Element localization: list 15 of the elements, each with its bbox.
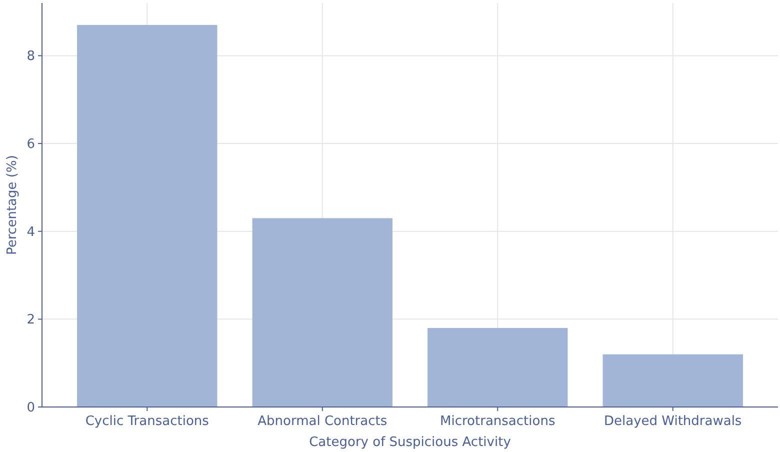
x-tick-label: Delayed Withdrawals (604, 414, 742, 429)
bar (77, 24, 218, 407)
x-tick-label: Abnormal Contracts (258, 414, 388, 429)
x-tick-label: Microtransactions (440, 414, 556, 429)
y-tick-label: 8 (26, 49, 35, 64)
y-axis-title: Percentage (%) (5, 155, 20, 255)
bar (428, 328, 568, 407)
bar (252, 218, 392, 407)
x-tick-label: Cyclic Transactions (85, 414, 210, 429)
bar (602, 354, 743, 407)
y-tick-label: 2 (26, 312, 35, 328)
y-tick-label: 6 (26, 137, 35, 152)
x-axis-title: Category of Suspicious Activity (309, 435, 512, 450)
y-tick-label: 4 (26, 224, 35, 240)
y-tick-label: 0 (26, 400, 35, 416)
